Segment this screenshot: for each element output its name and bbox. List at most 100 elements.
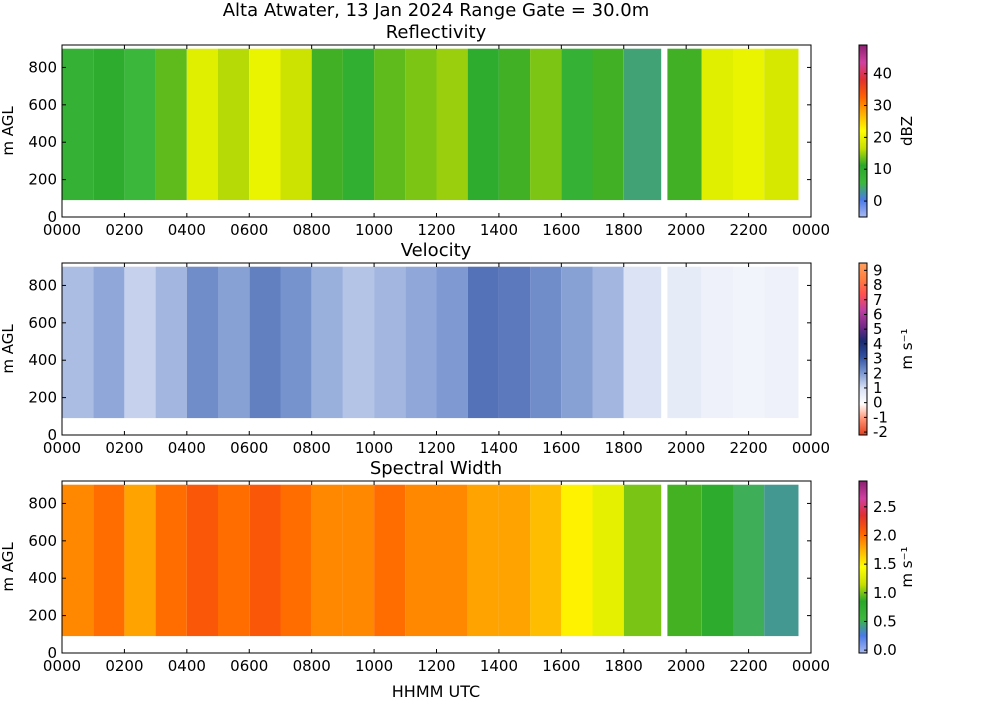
x-tick-label: 0800 [293,439,331,457]
panel-title: Spectral Width [370,458,502,479]
colorbar-tick-label: 3 [873,350,883,368]
x-axis-label: HHMM UTC [392,682,480,700]
colorbar-tick-label: 2.5 [873,498,897,516]
colorbar-tick-label: 40 [873,65,892,83]
x-tick-label: 0600 [230,221,268,239]
heatmap-cell [249,484,281,637]
heatmap-cell [561,266,593,419]
colorbar-tick-label: -1 [873,408,888,426]
x-tick-label: 1400 [480,439,518,457]
x-tick-label: 0000 [43,439,81,457]
heatmap-cell [405,266,437,419]
x-tick-label: 0200 [105,657,143,675]
heatmap-cell [733,484,765,637]
x-tick-label: 1200 [417,439,455,457]
heatmap-cell [155,48,187,201]
heatmap-cell [667,484,702,637]
colorbar [858,480,868,654]
heatmap-cell [155,484,187,637]
heatmap-cell [667,48,702,201]
x-tick-label: 0800 [293,221,331,239]
colorbar-tick-label: 1.5 [873,555,897,573]
x-tick-label: 0600 [230,439,268,457]
heatmap-cell [342,484,375,637]
colorbar-tick-label: 7 [873,291,883,309]
y-tick-label: 600 [28,314,57,332]
x-tick-label: 0200 [105,439,143,457]
colorbar-tick-label: 8 [873,276,883,294]
heatmap-cell [623,48,662,201]
heatmap-cell [498,484,531,637]
y-tick-label: 200 [28,171,57,189]
heatmap-cell [498,266,531,419]
heatmap-cell [62,266,94,419]
x-tick-label: 1000 [355,439,393,457]
heatmap-cell [592,48,624,201]
x-tick-label: 1800 [605,657,643,675]
colorbar-tick-label: 0 [873,394,883,412]
heatmap-cells [62,266,799,419]
y-axis-label: m AGL [0,106,17,156]
heatmap-cell [186,266,218,419]
x-tick-label: 0600 [230,657,268,675]
heatmap-cell [280,266,312,419]
colorbar-tick-label: 10 [873,160,892,178]
heatmap-cell [405,484,437,637]
y-tick-label: 400 [28,133,57,151]
heatmap-cell [667,266,702,419]
colorbar-tick-label: 4 [873,335,883,353]
y-tick-label: 800 [28,58,57,76]
panel-title: Reflectivity [386,22,487,43]
y-tick-label: 800 [28,276,57,294]
heatmap-cell [701,48,733,201]
heatmap-cell [280,48,312,201]
heatmap-cell [592,484,624,637]
heatmap-cell [592,266,624,419]
colorbar-tick-label: 30 [873,97,892,115]
y-tick-label: 0 [47,644,57,662]
heatmap-cell [405,48,437,201]
colorbar-label: m s⁻¹ [898,546,916,587]
heatmap-cell [124,484,156,637]
y-tick-label: 600 [28,532,57,550]
heatmap-cell [764,484,799,637]
y-tick-label: 400 [28,351,57,369]
colorbar-tick-label: 6 [873,305,883,323]
heatmap-cell [561,48,593,201]
x-tick-label: 0000 [792,221,830,239]
heatmap-cell [530,266,562,419]
x-tick-label: 1600 [542,221,580,239]
heatmap-cell [311,484,343,637]
x-tick-label: 0000 [43,221,81,239]
heatmap-cell [249,266,281,419]
heatmap-cell [374,266,406,419]
x-tick-label: 1000 [355,657,393,675]
x-tick-label: 2200 [729,439,767,457]
colorbar-tick-label: 0 [873,192,883,210]
x-tick-label: 2200 [729,657,767,675]
x-tick-label: 2000 [667,221,705,239]
colorbar-tick-label: 2 [873,364,883,382]
heatmap-cell [124,266,156,419]
colorbar-tick-label: 1.0 [873,584,897,602]
x-tick-label: 1600 [542,439,580,457]
heatmap-cell [311,48,343,201]
y-axis-label: m AGL [0,324,17,374]
x-tick-label: 2000 [667,657,705,675]
heatmap-cell [764,266,799,419]
colorbar [858,44,868,218]
heatmap-cell [374,484,406,637]
y-tick-label: 0 [47,426,57,444]
x-tick-label: 0800 [293,657,331,675]
heatmap-cell [764,48,799,201]
colorbar-tick-label: 9 [873,261,883,279]
colorbar [858,262,868,436]
y-tick-label: 200 [28,607,57,625]
heatmap-cell [155,266,187,419]
x-tick-label: 1200 [417,657,455,675]
heatmap-cell [436,48,468,201]
heatmap-cell [701,266,733,419]
heatmap-cell [62,48,94,201]
x-tick-label: 1200 [417,221,455,239]
heatmap-cell [249,48,281,201]
